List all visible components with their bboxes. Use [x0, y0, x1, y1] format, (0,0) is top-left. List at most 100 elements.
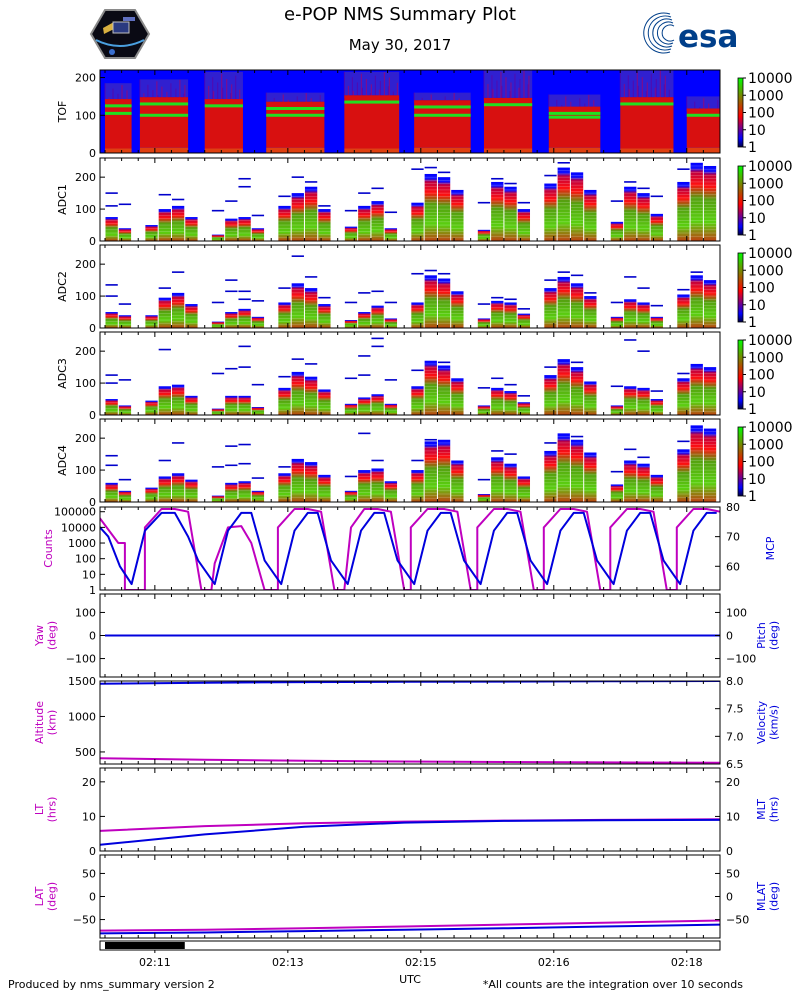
tof-segment-0 [104, 83, 132, 153]
adc3-ylabel-line-0: ADC3 [56, 358, 69, 389]
alt-ytick-right-label-3: 8.0 [726, 675, 744, 688]
yaw-ytick-label-2: 100 [75, 606, 96, 619]
yaw-ytick-label-1: 0 [89, 630, 96, 643]
adc3-bar-35 [690, 363, 703, 415]
adc3-colorbar [737, 339, 744, 410]
adc3-colorbar-label-1: 10 [748, 385, 766, 401]
lat-ylabel-right: MLAT(deg) [755, 882, 781, 912]
adc1-bar-21 [451, 189, 464, 241]
adc4-bar-17 [384, 481, 398, 502]
adc1-bar-5 [185, 217, 198, 241]
adc3-bar-25 [517, 402, 531, 415]
adc2-colorbar-label-0: 1 [748, 315, 757, 331]
tof-segment-5-peak-0 [414, 105, 471, 109]
lat-ytick-right-label-0: −50 [726, 914, 749, 927]
adc4-ylabel: ADC4 [56, 445, 69, 476]
panels: 0100200TOF1101001000100000100200ADC11101… [33, 69, 793, 986]
adc3-bar-0 [105, 399, 118, 415]
adc4-bar-20 [437, 439, 451, 502]
adc1-colorbar [737, 165, 744, 236]
lat-ytick-label-2: 50 [82, 867, 96, 880]
adc2-ytick-label-2: 200 [75, 258, 96, 271]
adc2-bar-12 [304, 288, 318, 328]
tof-segment-2 [204, 71, 243, 153]
adc4-bar-10 [278, 473, 291, 502]
yaw-ytick-right-label-2: 100 [726, 606, 747, 619]
adc2-bar-10 [278, 302, 291, 328]
alt-background [100, 681, 720, 764]
alt-ytick-right-label-2: 7.5 [726, 703, 744, 716]
lt-lines [100, 818, 720, 846]
adc4-bar-31 [624, 460, 637, 502]
adc1-ytick-label-0: 0 [89, 235, 96, 248]
adc1-bar-9 [251, 228, 265, 241]
tof-segment-3-floor [266, 147, 325, 153]
adc3-bar-6 [211, 408, 225, 415]
tof-segment-1-peak-0 [139, 102, 189, 106]
adc2-bar-14 [344, 320, 358, 328]
adc2-bar-7 [225, 312, 238, 328]
counts-series-counts [100, 508, 720, 590]
lt-ylabel-right-line-0: MLT [755, 799, 768, 820]
yaw-ytick-label-0: −100 [66, 653, 96, 666]
tof-segment-5-floor [414, 147, 471, 153]
adc1-bar-18 [411, 202, 424, 241]
tof-segment-2-floor [204, 148, 243, 153]
adc2-bar-33 [650, 316, 663, 328]
yaw-ytick-right-label-1: 0 [726, 630, 733, 643]
adc4-bar-2 [145, 487, 158, 502]
adc3-bar-18 [411, 386, 424, 415]
adc3-bar-7 [225, 395, 238, 415]
adc2-colorbar-label-2: 100 [748, 281, 775, 297]
figure-title: e-POP NMS Summary Plot [284, 4, 516, 25]
adc4-ylabel-line-0: ADC4 [56, 445, 69, 476]
alt-ytick-label-2: 1500 [68, 675, 96, 688]
yaw-ylabel-right-line-0: Pitch [755, 622, 768, 649]
adc4-bar-19 [424, 441, 437, 502]
tof-segment-4-floor [344, 148, 400, 153]
adc3-bar-19 [424, 360, 437, 415]
adc1-bar-20 [437, 177, 451, 241]
adc3-bar-20 [437, 365, 451, 415]
panel-counts: 1 10 100 1000 10000 100000 60 70 80 Counts MCP [42, 501, 777, 597]
adc3-bar-23 [491, 387, 504, 415]
adc4-bar-3 [158, 476, 171, 502]
counts-ylabel-right-line-0: MCP [764, 536, 777, 560]
adc4-bar-25 [517, 476, 531, 502]
adc3-bar-3 [158, 386, 171, 415]
adc2-ytick-label-0: 0 [89, 322, 96, 335]
adc1-bar-32 [637, 193, 650, 241]
tof-segment-4 [343, 71, 400, 153]
adc1-bar-33 [650, 213, 663, 241]
alt-ylabel-line-0: Altitude [33, 701, 46, 744]
adc2-bar-29 [584, 296, 597, 328]
adc2-colorbar [737, 252, 744, 323]
adc4-bar-32 [637, 463, 650, 502]
lat-background [100, 855, 720, 938]
adc1-bar-25 [517, 209, 531, 241]
adc2-bar-23 [491, 300, 504, 328]
x-tick-label-4: 02:18 [671, 956, 703, 969]
adc3-bar-34 [677, 378, 690, 415]
tof-segment-7-peak-1 [548, 115, 601, 119]
satellite-mission-patch-icon [89, 9, 151, 59]
adc1-bar-14 [344, 226, 358, 241]
adc3-bar-28 [570, 367, 584, 415]
adc4-bar-30 [610, 484, 624, 502]
adc4-bar-0 [105, 482, 118, 502]
alt-ylabel-right-line-0: Velocity [755, 700, 768, 744]
tof-segment-5-peak-1 [414, 113, 471, 117]
tof-segment-1-floor [139, 147, 189, 153]
tof-segment-4-core [344, 95, 400, 149]
alt-ytick-right-label-1: 7.0 [726, 730, 744, 743]
tof-segment-8-peak-0 [620, 102, 674, 106]
alt-frame [99, 680, 721, 765]
adc2-bar-16 [371, 305, 384, 328]
adc4-bar-29 [584, 452, 597, 502]
lat-lines [100, 919, 720, 935]
adc4-frame [99, 418, 721, 503]
